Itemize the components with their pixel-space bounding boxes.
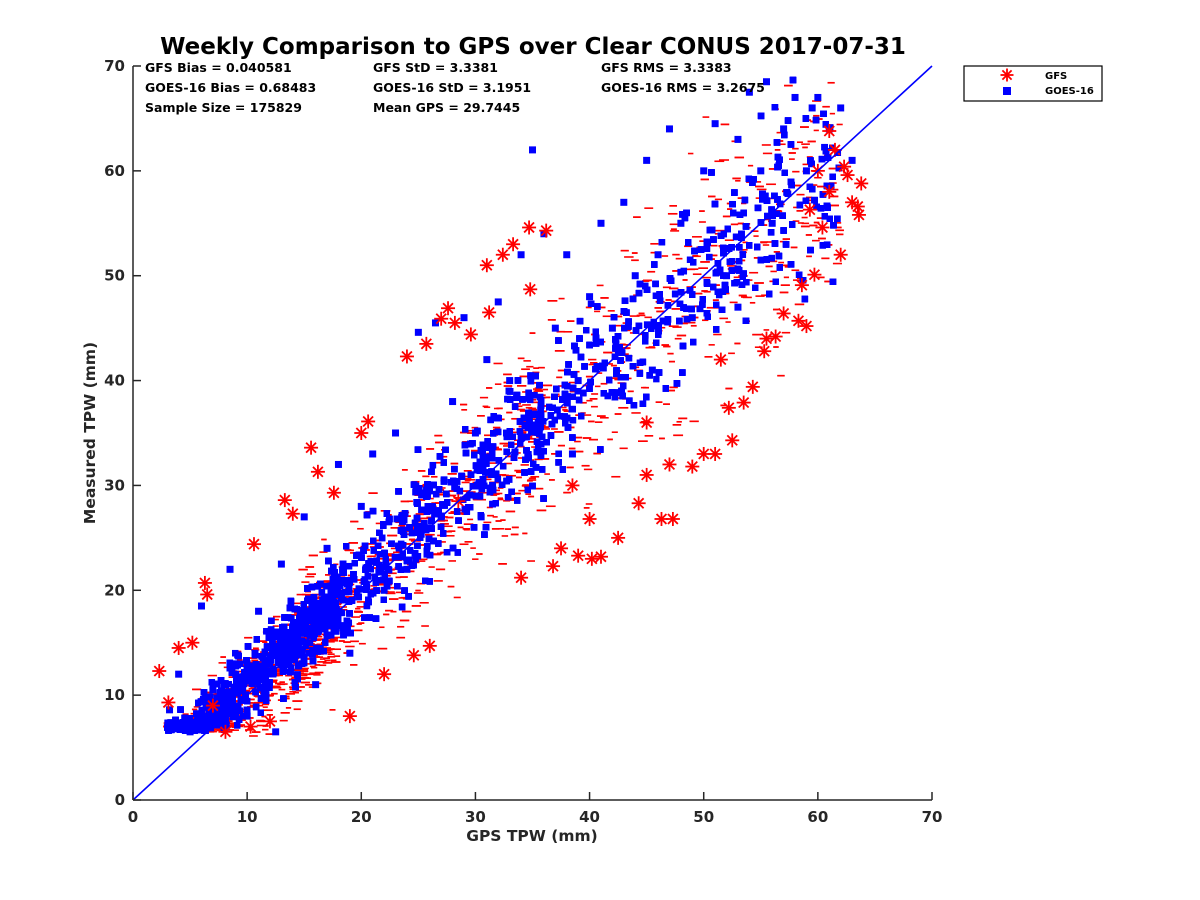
- goes-cloud-dot: [653, 375, 660, 383]
- chart-title: Weekly Comparison to GPS over Clear CONU…: [160, 34, 906, 60]
